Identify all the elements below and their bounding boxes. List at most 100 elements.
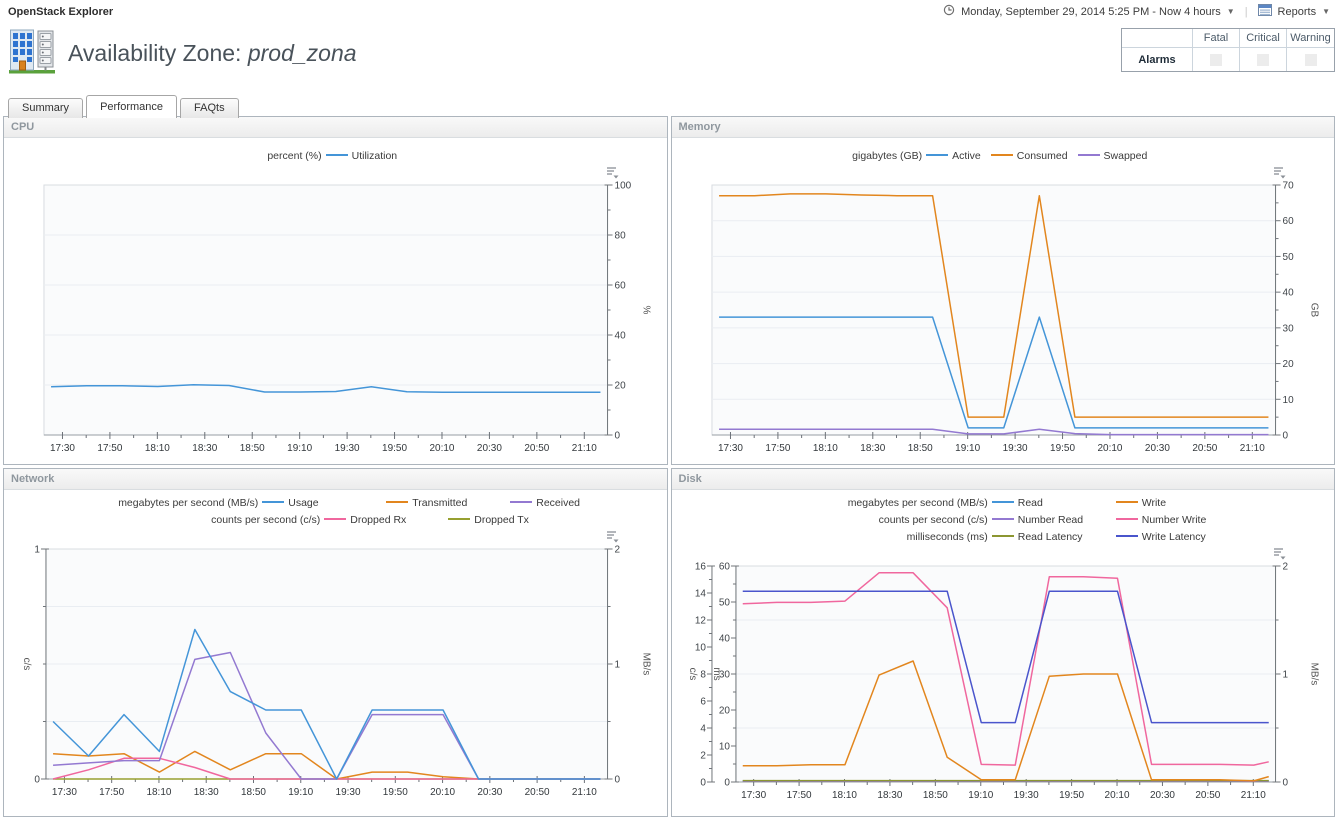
alarms-col-critical: Critical (1239, 29, 1286, 47)
svg-text:2: 2 (615, 544, 621, 555)
panel-network: Network megabytes per second (MB/s) Usage… (3, 468, 668, 817)
chart-toolbar (672, 547, 1287, 560)
alarms-data-row: Alarms (1122, 47, 1334, 71)
svg-text:40: 40 (615, 330, 627, 341)
legend-swatch (991, 501, 1014, 503)
legend-item: Active (922, 150, 981, 162)
alarms-col-fatal: Fatal (1192, 29, 1239, 47)
svg-text:4: 4 (700, 723, 706, 734)
svg-text:18:50: 18:50 (907, 443, 932, 454)
svg-text:100: 100 (615, 180, 632, 191)
series-consumed (718, 193, 1268, 418)
chart-canvas: 17:30 17:50 18:10 18:30 18:50 19:10 19:30 19:50… (21, 544, 652, 798)
svg-text:18:30: 18:30 (860, 443, 885, 454)
alarm-count-box (1304, 53, 1317, 66)
svg-text:20:30: 20:30 (477, 787, 502, 798)
time-range-dropdown-icon[interactable]: ▼ (1226, 7, 1235, 16)
svg-text:80: 80 (615, 230, 627, 241)
legend-item: Transmitted (382, 495, 506, 512)
tab-summary[interactable]: Summary (8, 98, 84, 118)
panel-title: Disk (678, 473, 702, 485)
availability-zone-icon (8, 28, 56, 79)
panel-title: Memory (678, 121, 721, 133)
legend-item: Consumed (987, 150, 1068, 162)
legend-swatch (990, 154, 1013, 156)
alarm-count-box (1210, 53, 1222, 66)
app-title: OpenStack Explorer (8, 5, 114, 18)
legend-unit: megabytes per second (MB/s) (118, 497, 259, 509)
chart-options-icon[interactable] (1272, 547, 1286, 560)
svg-text:18:50: 18:50 (922, 790, 947, 801)
legend-item: Write Latency (1112, 529, 1236, 546)
svg-text:19:30: 19:30 (1002, 443, 1027, 454)
series-write (742, 660, 1269, 782)
time-range-label[interactable]: Monday, September 29, 2014 5:25 PM - Now… (961, 5, 1221, 18)
svg-text:20:10: 20:10 (1097, 443, 1122, 454)
alarms-cell-warning[interactable] (1286, 47, 1334, 71)
series-write-latency (742, 590, 1269, 724)
chart-options-icon[interactable] (605, 166, 619, 179)
alarms-cell-fatal[interactable] (1192, 47, 1239, 71)
reports-label[interactable]: Reports (1277, 5, 1317, 18)
svg-text:c/s: c/s (686, 668, 697, 681)
svg-text:18:30: 18:30 (192, 443, 217, 454)
svg-text:c/s: c/s (21, 658, 32, 671)
legend-swatch (1115, 535, 1138, 537)
chart-canvas: 17:30 17:50 18:10 18:30 18:50 19:10 19:30 19:50… (686, 561, 1319, 801)
svg-text:17:50: 17:50 (765, 443, 790, 454)
svg-text:0: 0 (724, 777, 730, 788)
svg-text:0: 0 (615, 774, 621, 785)
tab-faqts[interactable]: FAQts (180, 98, 239, 118)
legend-swatch (510, 501, 533, 503)
legend-unit: counts per second (c/s) (211, 514, 321, 526)
chart-legend: megabytes per second (MB/s) Usage Transmit… (4, 490, 667, 529)
chart-canvas: 17:30 17:50 18:10 18:30 18:50 19:10 19:30 19:50… (710, 180, 1319, 454)
svg-text:1: 1 (615, 659, 621, 670)
legend-item: Number Read (988, 512, 1112, 529)
svg-text:6: 6 (700, 696, 706, 707)
svg-text:2: 2 (1282, 561, 1288, 572)
chart-options-icon[interactable] (1272, 166, 1286, 179)
svg-text:MB/s: MB/s (641, 653, 652, 676)
legend-item: Write (1112, 495, 1236, 512)
legend-swatch (262, 501, 285, 503)
title-row: Availability Zone: prod_zona (8, 28, 357, 79)
alarms-cell-critical[interactable] (1239, 47, 1286, 71)
legend-swatch (386, 501, 409, 503)
legend-unit: milliseconds (ms) (906, 531, 988, 543)
svg-text:0: 0 (1282, 777, 1288, 788)
svg-text:20:50: 20:50 (525, 787, 550, 798)
svg-text:20:50: 20:50 (524, 443, 549, 454)
svg-text:21:10: 21:10 (572, 787, 597, 798)
svg-text:17:30: 17:30 (52, 787, 77, 798)
svg-text:8: 8 (700, 669, 706, 680)
legend-swatch (325, 154, 348, 156)
svg-text:19:30: 19:30 (335, 443, 360, 454)
legend-swatch (1115, 518, 1138, 520)
panel-header-disk: Disk (671, 469, 1334, 490)
svg-text:18:30: 18:30 (194, 787, 219, 798)
svg-text:60: 60 (718, 561, 730, 572)
svg-text:17:30: 17:30 (50, 443, 75, 454)
svg-text:17:30: 17:30 (717, 443, 742, 454)
chart-options-icon[interactable] (605, 530, 619, 543)
alarm-count-box (1257, 53, 1269, 66)
svg-text:16: 16 (694, 561, 706, 572)
legend-swatch (991, 535, 1014, 537)
alarms-corner-cell (1122, 29, 1192, 47)
tab-performance[interactable]: Performance (86, 95, 178, 118)
series-swapped (718, 428, 1268, 436)
svg-text:19:10: 19:10 (288, 787, 313, 798)
reports-dropdown-icon[interactable]: ▼ (1322, 7, 1330, 16)
legend-item: Utilization (322, 150, 397, 162)
time-range-bar: Monday, September 29, 2014 5:25 PM - Now… (943, 4, 1330, 19)
tab-strip: Summary Performance FAQts (8, 95, 242, 118)
svg-text:19:50: 19:50 (383, 787, 408, 798)
svg-text:50: 50 (718, 597, 730, 608)
legend-item: Usage (258, 495, 382, 512)
svg-text:17:30: 17:30 (741, 790, 766, 801)
legend-item: Read Latency (988, 529, 1112, 546)
alarms-col-warning: Warning (1286, 29, 1334, 47)
svg-text:18:10: 18:10 (145, 443, 170, 454)
legend-swatch (1077, 154, 1100, 156)
